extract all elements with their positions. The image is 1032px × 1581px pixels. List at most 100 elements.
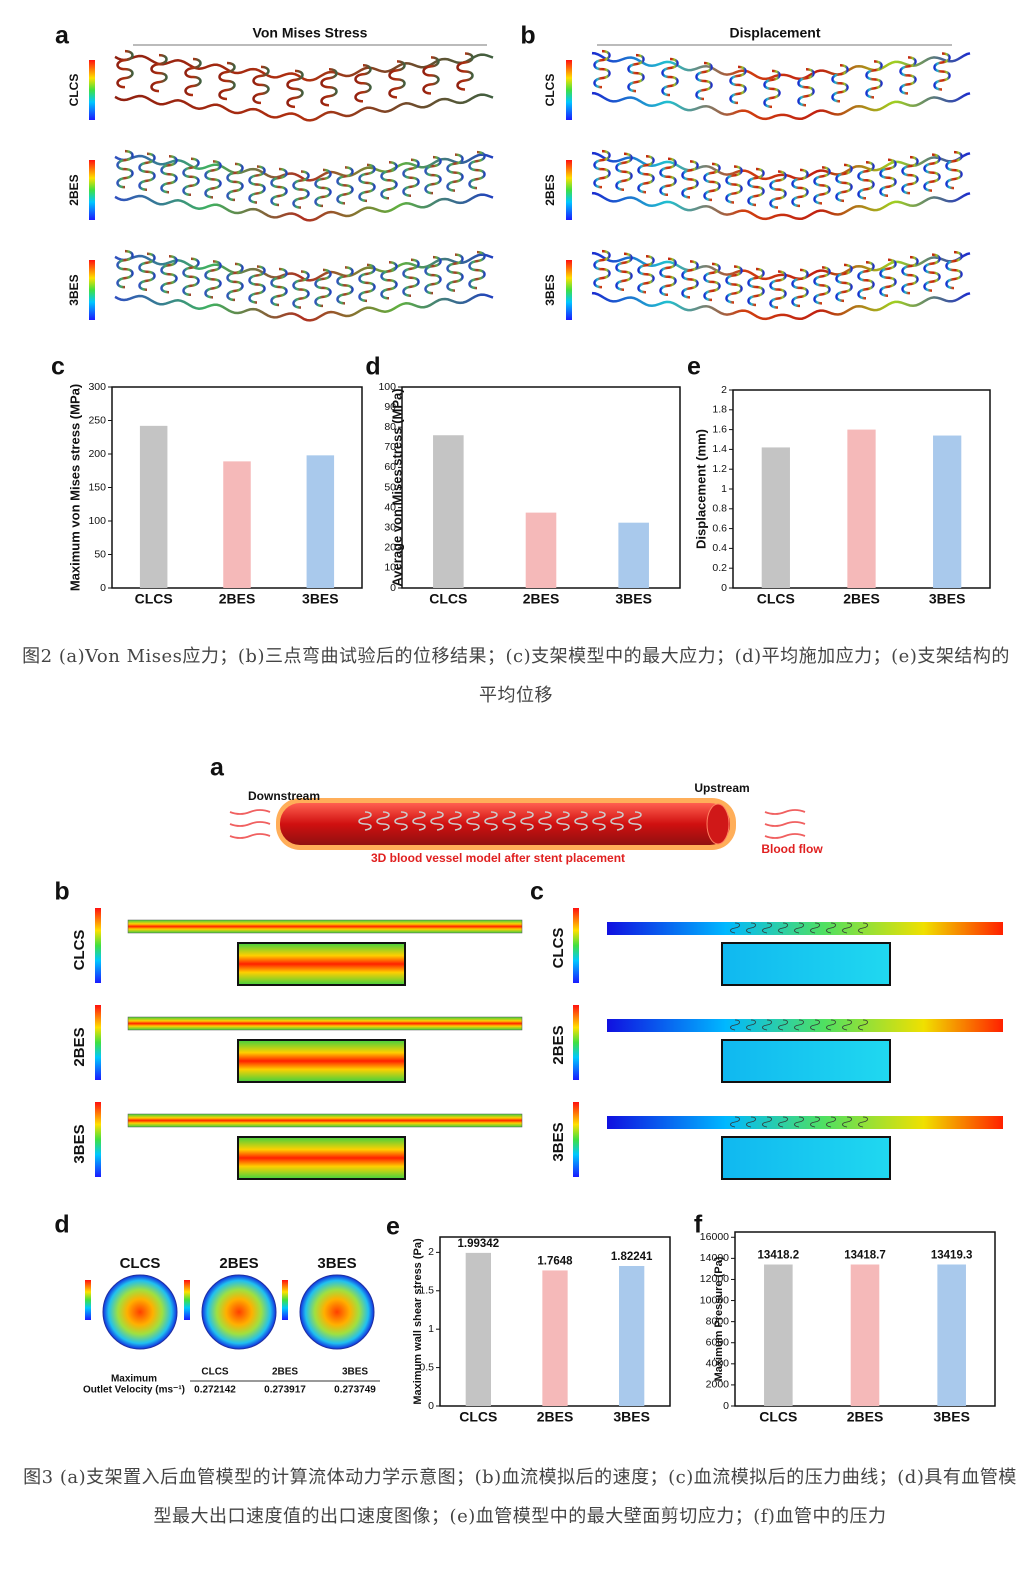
- stent-rail: [591, 91, 971, 121]
- stent-strut: [769, 170, 787, 209]
- y-axis-label: Maximum Pressure (Pa): [713, 1256, 725, 1381]
- bar: [850, 1264, 880, 1406]
- stent-strut: [858, 1019, 868, 1031]
- stent-strut: [354, 64, 372, 103]
- stent-strut: [933, 52, 951, 91]
- panel-letter: a: [55, 22, 70, 50]
- y-tick-label: 0.4: [712, 542, 727, 554]
- stent-strut: [810, 922, 820, 934]
- stent-strut: [402, 158, 420, 197]
- stent-strut: [725, 165, 743, 204]
- panel-letter: f: [694, 1211, 703, 1239]
- stent-strut: [778, 1019, 788, 1031]
- stent-strut: [923, 253, 941, 292]
- schematic-label: Upstream: [694, 781, 749, 795]
- y-axis-label: Displacement (mm): [693, 429, 708, 549]
- pressure-inset: [721, 1136, 891, 1180]
- y-tick-label: 2: [428, 1246, 434, 1258]
- flow-arrow: [764, 833, 806, 839]
- y-tick-label: 2: [721, 384, 727, 396]
- y-tick-label: 10000: [700, 1294, 729, 1306]
- color-bar: [89, 60, 95, 120]
- stent-image: [591, 249, 971, 321]
- y-tick-label: 80: [384, 421, 396, 433]
- outlet-title: 2BES: [219, 1255, 258, 1272]
- bar: [542, 1270, 568, 1406]
- y-tick-label: 1: [721, 483, 727, 495]
- stent-strut: [394, 811, 408, 831]
- y-tick-label: 0: [428, 1400, 434, 1412]
- bar: [619, 1266, 645, 1406]
- color-bar: [95, 1102, 101, 1177]
- row-label: CLCS: [543, 74, 557, 107]
- stent-strut: [358, 263, 376, 303]
- x-tick-label: 3BES: [613, 1409, 650, 1425]
- stent-strut: [637, 155, 655, 194]
- table-header: CLCS: [201, 1367, 229, 1378]
- stent-strut: [422, 56, 440, 95]
- stent-strut: [270, 267, 288, 307]
- x-tick-label: 2BES: [523, 591, 560, 607]
- bar: [139, 425, 168, 588]
- y-tick-label: 30: [384, 521, 396, 533]
- table-header: 3BES: [342, 1367, 368, 1378]
- stent-strut: [593, 149, 611, 189]
- color-bar: [566, 260, 572, 320]
- table-value: 0.272142: [194, 1385, 236, 1396]
- y-tick-label: 60: [384, 461, 396, 473]
- stent-strut: [292, 270, 310, 309]
- stent-strut: [791, 168, 809, 208]
- row-label: 3BES: [67, 274, 81, 305]
- y-tick-label: 0.5: [419, 1361, 434, 1373]
- color-bar: [95, 908, 101, 983]
- velocity-strip: [127, 919, 523, 934]
- row-label: 2BES: [550, 1025, 567, 1064]
- y-tick-label: 16000: [700, 1231, 729, 1243]
- flow-arrow: [764, 809, 806, 815]
- stent-strut: [695, 61, 713, 101]
- stent-strut: [502, 811, 516, 831]
- velocity-inset: [237, 1039, 406, 1083]
- y-tick-label: 0: [723, 1400, 729, 1412]
- panel-title: Displacement: [729, 25, 820, 41]
- y-tick-label: 1.6: [712, 423, 727, 435]
- stent-strut: [762, 1116, 772, 1128]
- y-tick-label: 0: [721, 582, 727, 594]
- y-tick-label: 12000: [700, 1273, 729, 1285]
- outlet-title: CLCS: [120, 1255, 161, 1272]
- stent-strut: [810, 1116, 820, 1128]
- stent-strut: [826, 1116, 836, 1128]
- stent-strut: [412, 811, 426, 831]
- color-bar: [85, 1280, 91, 1320]
- flow-arrow: [764, 821, 806, 827]
- stent-strut: [778, 922, 788, 934]
- stent-strut: [865, 60, 883, 99]
- stent-strut: [610, 811, 624, 831]
- row-label: 3BES: [71, 1124, 88, 1163]
- data-label: 1.99342: [458, 1238, 500, 1250]
- y-tick-label: 14000: [700, 1252, 729, 1264]
- stent-rail: [591, 151, 971, 181]
- stent-strut: [615, 152, 633, 191]
- outlet-image: [201, 1274, 277, 1350]
- stent-strut: [138, 252, 156, 291]
- color-bar: [95, 1005, 101, 1080]
- velocity-inset: [237, 942, 406, 986]
- stent-strut: [899, 56, 917, 95]
- stent-strut: [314, 268, 332, 308]
- stent-strut: [336, 266, 354, 305]
- panel-letter: e: [386, 1213, 400, 1241]
- stent-strut: [380, 161, 398, 200]
- stent-strut: [556, 811, 570, 831]
- data-label: 1.7648: [537, 1255, 573, 1267]
- stent-strut: [746, 1116, 756, 1128]
- data-label: 13418.7: [844, 1250, 886, 1262]
- y-tick-label: 250: [88, 414, 106, 426]
- row-label: CLCS: [71, 930, 88, 971]
- table-value: 0.273749: [334, 1385, 376, 1396]
- y-tick-label: 20: [384, 542, 396, 554]
- stent-strut: [358, 163, 376, 203]
- stent-rail: [114, 93, 494, 122]
- row-label: CLCS: [550, 928, 567, 969]
- stent-strut: [468, 250, 486, 290]
